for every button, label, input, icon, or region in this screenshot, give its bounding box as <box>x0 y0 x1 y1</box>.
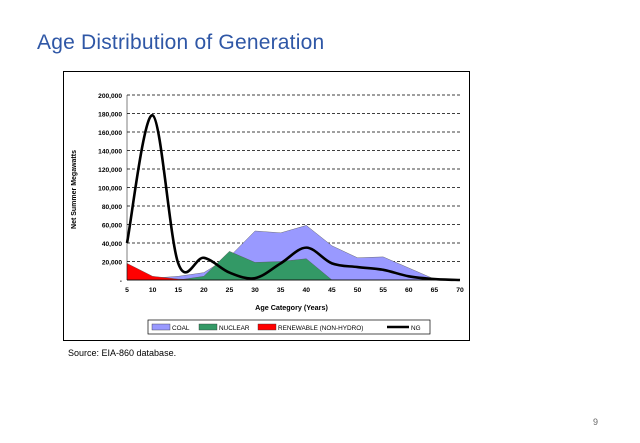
nuclear-legend-swatch <box>198 323 218 331</box>
x-tick-label: 25 <box>226 287 234 294</box>
y-tick-label: 140,000 <box>98 149 122 156</box>
x-tick-label: 40 <box>303 287 311 294</box>
x-tick-label: 50 <box>354 287 362 294</box>
legend-box <box>147 319 431 335</box>
x-tick-label: 30 <box>251 287 259 294</box>
grid-layer <box>127 94 460 262</box>
page-number: 9 <box>593 417 599 427</box>
renewable-non-hydro-legend-label: RENEWABLE (NON-HYDRO) <box>278 325 363 332</box>
x-tick-label: 70 <box>456 287 464 294</box>
y-tick-label: 80,000 <box>102 204 123 211</box>
y-tick-label: 200,000 <box>98 93 122 100</box>
coal-legend-label: COAL <box>172 325 190 332</box>
y-tick-label: - <box>120 278 122 285</box>
x-tick-label: 60 <box>405 287 413 294</box>
ng-line <box>125 114 461 282</box>
y-tick-label: 120,000 <box>98 167 122 174</box>
slide-title: Age Distribution of Generation <box>37 31 325 54</box>
y-tick-label: 20,000 <box>102 260 123 267</box>
x-tick-label: 10 <box>149 287 157 294</box>
nuclear-legend-label: NUCLEAR <box>219 325 250 332</box>
axis-layer: - 20,000 40,000 60,000 80,000 100,000 120,000 1… <box>71 93 464 312</box>
ng-legend-label: NG <box>411 325 421 332</box>
x-axis-label: Age Category (Years) <box>255 303 328 312</box>
x-tick-label: 15 <box>174 287 182 294</box>
y-tick-label: 40,000 <box>102 241 123 248</box>
chart-frame: - 20,000 40,000 60,000 80,000 100,000 120,000 1… <box>63 71 470 341</box>
y-tick-label: 60,000 <box>102 223 123 230</box>
y-tick-label: 180,000 <box>98 112 122 119</box>
x-tick-label: 35 <box>277 287 285 294</box>
coal-legend-swatch <box>151 323 171 331</box>
x-tick-label: 5 <box>125 287 129 294</box>
age-distribution-chart: - 20,000 40,000 60,000 80,000 100,000 120,000 1… <box>71 93 464 335</box>
x-tick-label: 65 <box>431 287 439 294</box>
renewable-non-hydro-legend-swatch <box>257 323 277 331</box>
x-tick-label: 55 <box>379 287 387 294</box>
x-tick-label: 20 <box>200 287 208 294</box>
y-tick-label: 160,000 <box>98 130 122 137</box>
legend-layer: COAL NUCLEAR RENEWABLE (NON-HYDRO) NG <box>147 319 431 335</box>
line-layer <box>125 114 461 282</box>
y-tick-label: 100,000 <box>98 186 122 193</box>
source-note: Source: EIA-860 database. <box>68 348 177 358</box>
y-axis-label: Net Summer Megawatts <box>71 150 78 229</box>
x-tick-label: 45 <box>328 287 336 294</box>
